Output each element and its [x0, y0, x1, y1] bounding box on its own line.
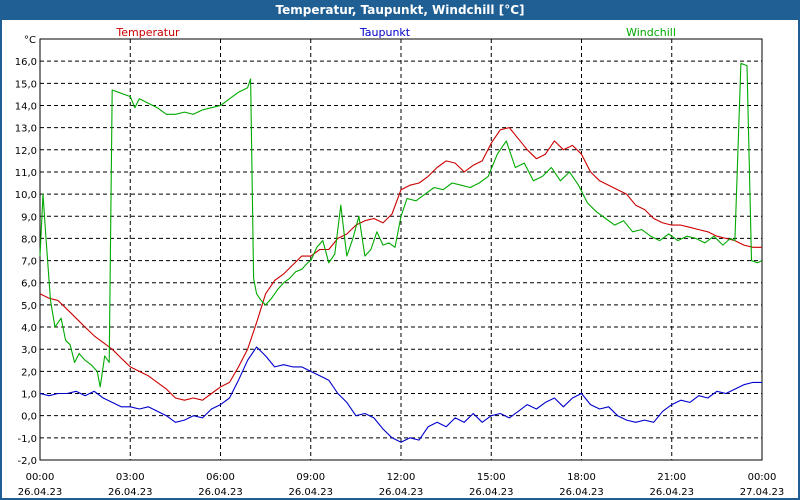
series-line-temperatur: [39, 127, 762, 401]
y-tick-label: 16,0: [15, 57, 37, 68]
y-tick-label: 15,0: [15, 79, 37, 90]
y-tick-label: 14,0: [15, 101, 37, 112]
grid-lines: [39, 39, 763, 461]
chart-panel: [2, 20, 798, 498]
x-tick-time: 00:00: [26, 472, 55, 483]
x-tick-date: 26.04.23: [108, 487, 153, 498]
legend-temperatur: Temperatur: [115, 26, 180, 39]
series-line-taupunkt: [39, 346, 762, 443]
y-tick-label: 8,0: [21, 234, 37, 245]
y-tick-label: 9,0: [21, 212, 37, 223]
x-tick-time: 06:00: [206, 472, 235, 483]
series-line-windchill: [39, 62, 763, 388]
x-tick-date: 26.04.23: [18, 487, 63, 498]
x-tick-date: 26.04.23: [649, 487, 694, 498]
y-tick-label: 12,0: [15, 146, 37, 157]
series-lines: [39, 62, 763, 443]
x-tick-date: 26.04.23: [469, 487, 514, 498]
axis-labels: 16,0 15,0 14,0 13,0 12,0 11,0 10,0 9,0 8,0 7,0 6,0…: [15, 35, 785, 498]
y-tick-label: 0,0: [21, 412, 37, 423]
y-tick-label: -2,0: [17, 456, 37, 467]
legend-windchill: Windchill: [626, 26, 676, 39]
legend: Temperatur Taupunkt Windchill: [115, 26, 676, 39]
y-tick-label: -1,0: [17, 434, 37, 445]
x-tick-time: 15:00: [477, 472, 506, 483]
y-tick-label: 2,0: [21, 367, 37, 378]
y-tick-label: 4,0: [21, 323, 37, 334]
x-tick-date: 26.04.23: [288, 487, 333, 498]
y-tick-label: 13,0: [15, 124, 37, 135]
x-tick-time: 12:00: [387, 472, 416, 483]
y-tick-label: 11,0: [15, 168, 37, 179]
y-tick-label: 7,0: [21, 257, 37, 268]
x-tick-date: 27.04.23: [740, 487, 785, 498]
y-tick-label: 1,0: [21, 390, 37, 401]
x-tick-time: 00:00: [748, 472, 777, 483]
chart-title: Temperatur, Taupunkt, Windchill [°C]: [275, 3, 525, 17]
y-tick-label: 5,0: [21, 301, 37, 312]
x-tick-date: 26.04.23: [198, 487, 243, 498]
legend-taupunkt: Taupunkt: [359, 26, 411, 39]
x-tick-date: 26.04.23: [559, 487, 604, 498]
y-tick-label: 6,0: [21, 279, 37, 290]
x-tick-time: 03:00: [116, 472, 145, 483]
y-axis-unit: °C: [24, 35, 36, 46]
x-tick-date: 26.04.23: [379, 487, 424, 498]
x-tick-time: 09:00: [296, 472, 325, 483]
y-tick-label: 3,0: [21, 345, 37, 356]
x-tick-time: 21:00: [657, 472, 686, 483]
y-tick-label: 10,0: [15, 190, 37, 201]
x-tick-time: 18:00: [567, 472, 596, 483]
